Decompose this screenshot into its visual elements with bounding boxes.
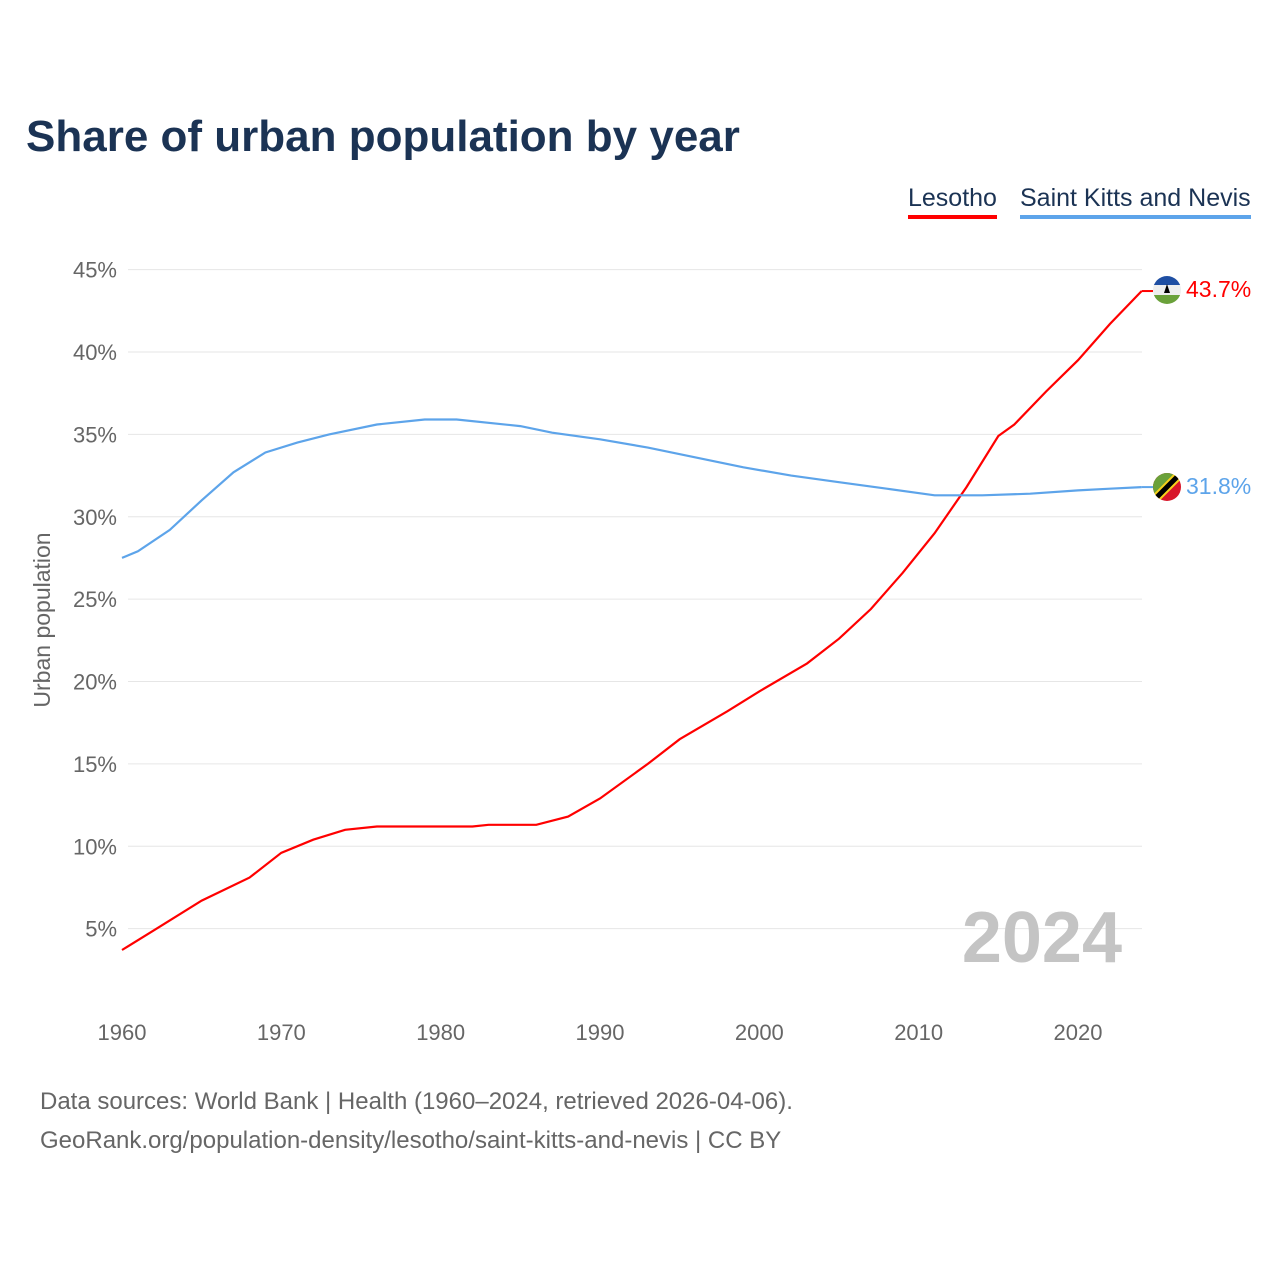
saint-kitts-and-nevis-flag-icon [1153, 473, 1181, 501]
y-tick-label: 20% [73, 670, 117, 695]
year-watermark: 2024 [962, 898, 1122, 978]
x-tick-label: 1960 [98, 1020, 147, 1045]
legend-lesotho[interactable]: Lesotho [908, 184, 997, 219]
y-tick-label: 25% [73, 587, 117, 612]
y-tick-label: 45% [73, 258, 117, 283]
y-tick-label: 5% [85, 917, 117, 942]
saint-kitts-end-label: 31.8% [1186, 473, 1251, 499]
series-line-saint-kitts-and-nevis[interactable] [121, 418, 1142, 559]
x-tick-label: 1970 [257, 1020, 306, 1045]
y-tick-label: 15% [73, 752, 117, 777]
lesotho-end-label: 43.7% [1186, 276, 1251, 302]
x-tick-label: 2000 [735, 1020, 784, 1045]
x-tick-label: 1990 [576, 1020, 625, 1045]
series-line-lesotho[interactable] [121, 290, 1143, 951]
source-note: Data sources: World Bank | Health (1960–… [40, 1088, 793, 1115]
y-tick-label: 30% [73, 505, 117, 530]
x-tick-label: 2020 [1054, 1020, 1103, 1045]
chart-title: Share of urban population by year [26, 112, 740, 161]
legend-saint-kitts-and-nevis[interactable]: Saint Kitts and Nevis [1020, 184, 1251, 219]
source-url[interactable]: GeoRank.org/population-density/lesotho/s… [40, 1127, 782, 1154]
x-tick-label: 1980 [416, 1020, 465, 1045]
y-tick-label: 40% [73, 340, 117, 365]
x-tick-label: 2010 [894, 1020, 943, 1045]
y-tick-label: 10% [73, 834, 117, 859]
y-axis-label: Urban population [29, 532, 55, 707]
y-tick-label: 35% [73, 422, 117, 447]
lesotho-flag-icon [1153, 276, 1181, 304]
